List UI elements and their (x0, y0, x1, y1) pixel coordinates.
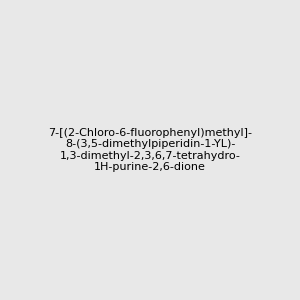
Text: 7-[(2-Chloro-6-fluorophenyl)methyl]-
8-(3,5-dimethylpiperidin-1-YL)-
1,3-dimethy: 7-[(2-Chloro-6-fluorophenyl)methyl]- 8-(… (48, 128, 252, 172)
